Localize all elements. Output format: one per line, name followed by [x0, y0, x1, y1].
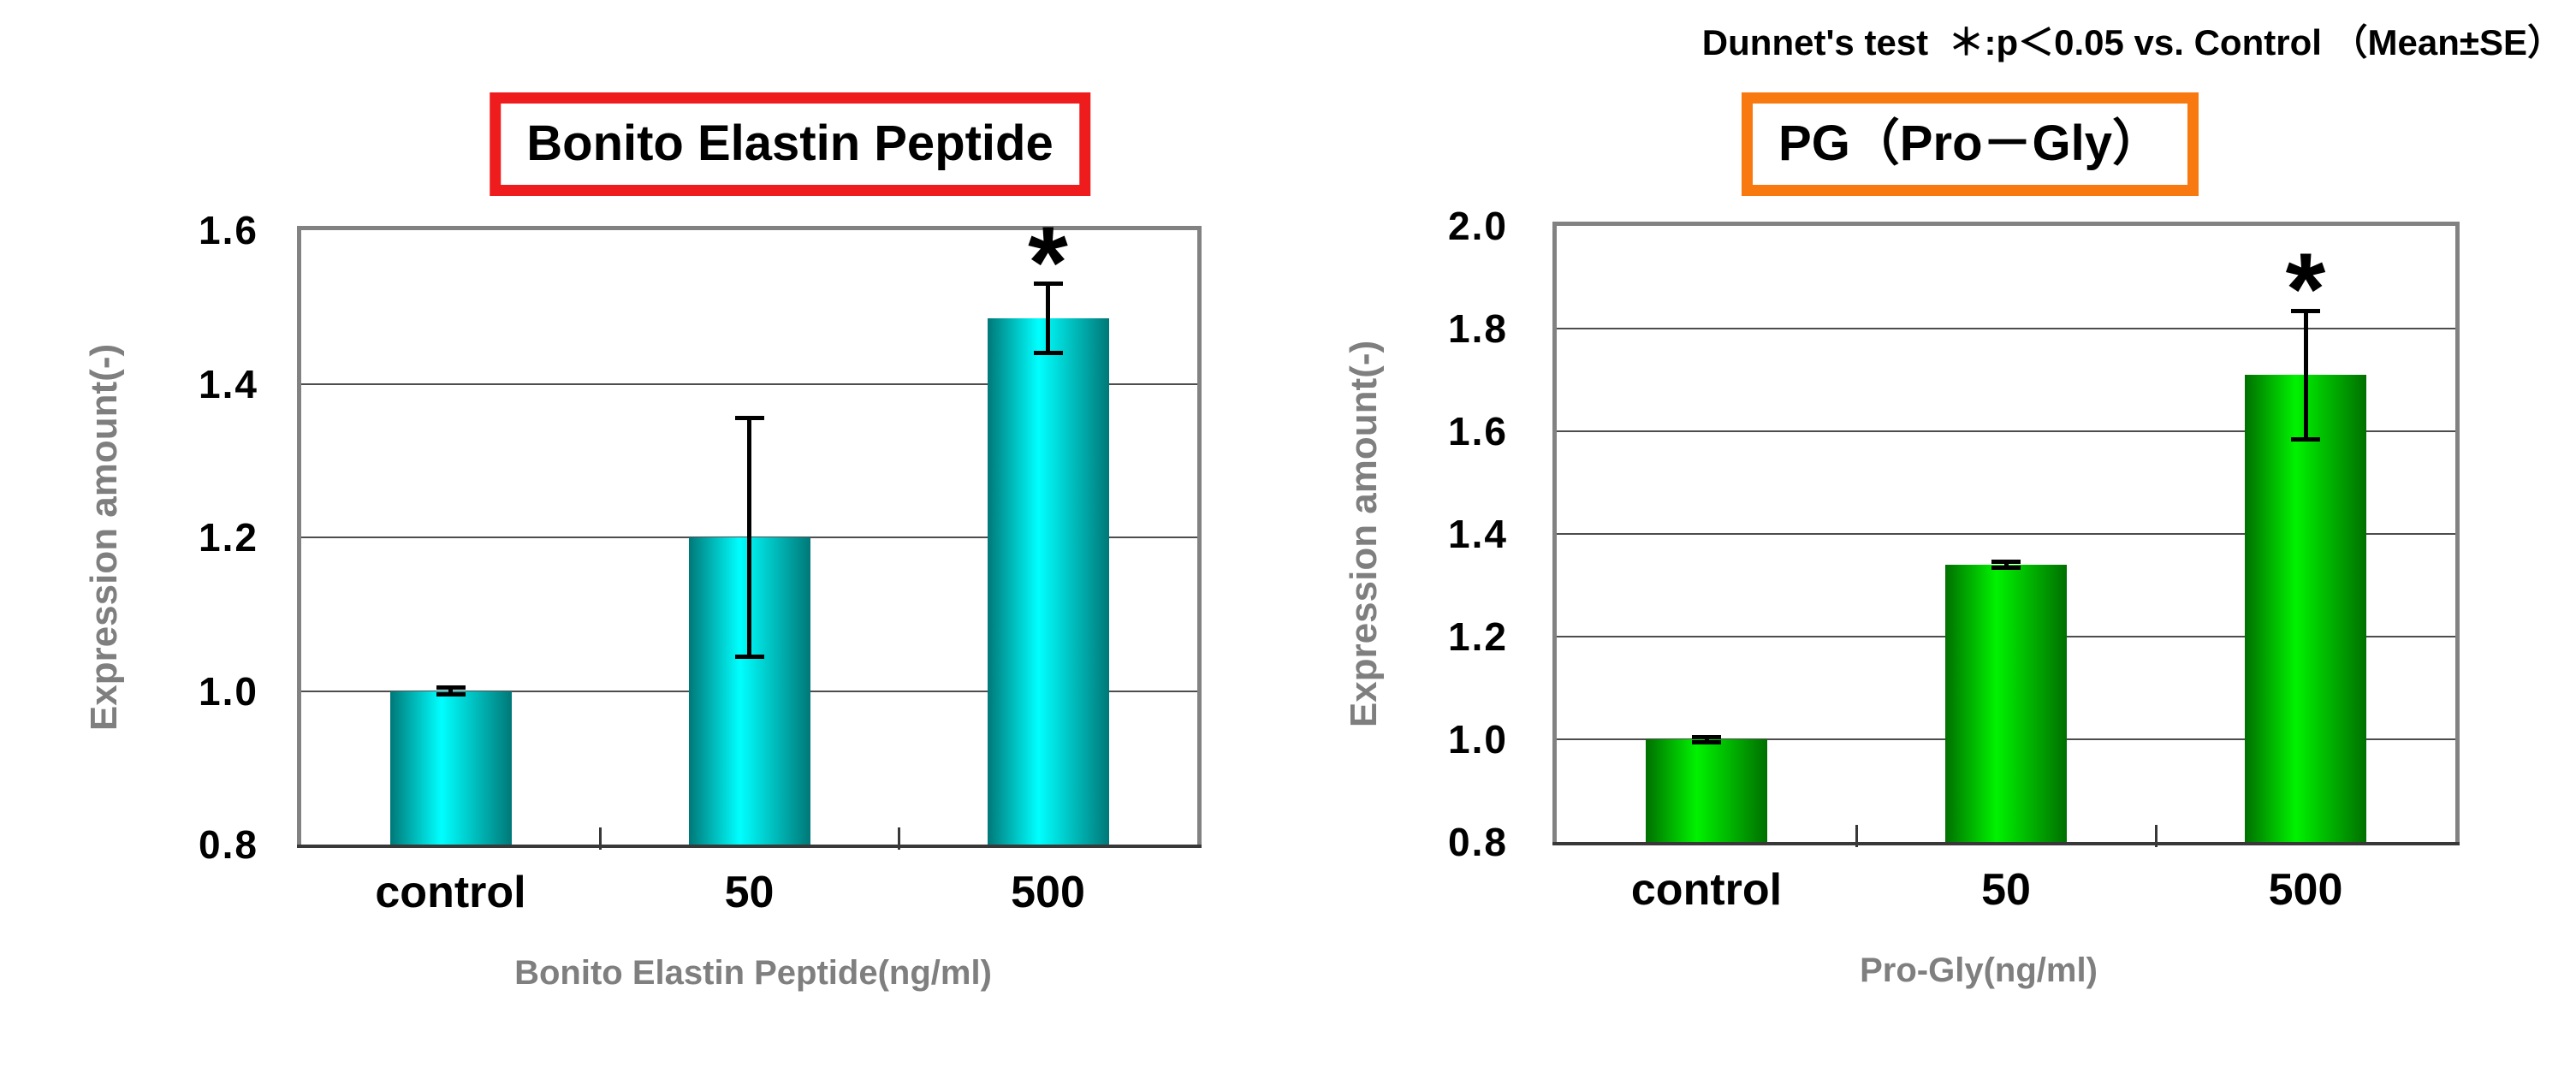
gridline — [1557, 430, 2455, 432]
y-axis-title: Expression amount(-) — [1343, 340, 1385, 728]
chart-title-box: PG（Pro－Gly） — [1742, 92, 2199, 196]
bar-500 — [987, 318, 1109, 845]
error-bar — [1046, 283, 1050, 353]
bar-control — [1646, 739, 1767, 842]
y-tick-label: 2.0 — [1448, 204, 1508, 248]
plot-border-top — [297, 226, 1202, 230]
error-bar-cap-bottom — [734, 654, 764, 659]
x-axis-line — [1552, 842, 2460, 845]
plot-border-left — [297, 226, 301, 845]
error-bar — [1704, 737, 1709, 742]
y-tick-label: 1.0 — [1448, 717, 1508, 762]
error-bar — [2303, 311, 2308, 439]
y-tick-label: 1.2 — [199, 515, 258, 560]
gridline — [301, 382, 1197, 385]
significance-asterisk: * — [2285, 232, 2326, 347]
bar-50 — [1945, 565, 2067, 842]
error-bar-cap-bottom — [436, 692, 466, 697]
error-bar — [747, 418, 751, 657]
error-bar-cap-top — [2291, 308, 2320, 313]
axis-tick — [2154, 825, 2158, 847]
category-label: 500 — [2268, 865, 2343, 915]
plot-border-right — [1197, 226, 1202, 845]
error-bar-cap-bottom — [2291, 436, 2320, 442]
error-bar — [448, 687, 453, 695]
axis-tick — [598, 827, 602, 850]
error-bar-cap-top — [734, 416, 764, 421]
error-bar-cap-top — [1692, 734, 1721, 739]
plot-border-right — [2455, 222, 2460, 842]
error-bar-cap-bottom — [1692, 739, 1721, 744]
x-axis-title: Pro-Gly(ng/ml) — [1860, 952, 2098, 989]
error-bar-cap-top — [1033, 282, 1063, 287]
axis-tick — [1855, 825, 1858, 847]
y-tick-label: 1.6 — [199, 208, 258, 252]
y-tick-label: 1.8 — [1448, 306, 1508, 351]
significance-asterisk: * — [1028, 205, 1068, 320]
category-label: control — [1630, 865, 1783, 915]
error-bar-cap-bottom — [1991, 566, 2021, 571]
y-tick-label: 1.4 — [1448, 512, 1508, 556]
axis-tick — [897, 827, 900, 850]
gridline — [1557, 533, 2455, 535]
error-bar-cap-bottom — [1033, 351, 1063, 356]
plot-border-top — [1552, 222, 2460, 226]
y-tick-label: 0.8 — [199, 822, 258, 867]
category-label: control — [375, 868, 526, 917]
y-tick-label: 0.8 — [1448, 820, 1508, 864]
y-tick-label: 1.2 — [1448, 614, 1508, 659]
y-tick-label: 1.6 — [1448, 409, 1508, 454]
bar-control — [389, 691, 512, 845]
y-tick-label: 1.4 — [199, 361, 258, 406]
category-label: 500 — [1011, 868, 1085, 917]
chart-title-box: Bonito Elastin Peptide — [490, 92, 1090, 196]
error-bar-cap-top — [1991, 559, 2021, 564]
y-tick-label: 1.0 — [199, 668, 258, 714]
gridline — [1557, 328, 2455, 329]
error-bar-cap-top — [436, 685, 466, 690]
y-axis-title: Expression amount(-) — [83, 343, 125, 732]
error-bar — [2003, 561, 2009, 568]
x-axis-title: Bonito Elastin Peptide(ng/ml) — [514, 954, 992, 992]
category-label: 50 — [724, 868, 775, 917]
bar-500 — [2245, 375, 2366, 842]
plot-border-left — [1552, 222, 1557, 842]
significance-note: Dunnet's test ＊:p＜0.05 vs. Control （Mean… — [1701, 22, 2563, 62]
x-axis-line — [297, 845, 1202, 848]
category-label: 50 — [1981, 865, 2031, 915]
